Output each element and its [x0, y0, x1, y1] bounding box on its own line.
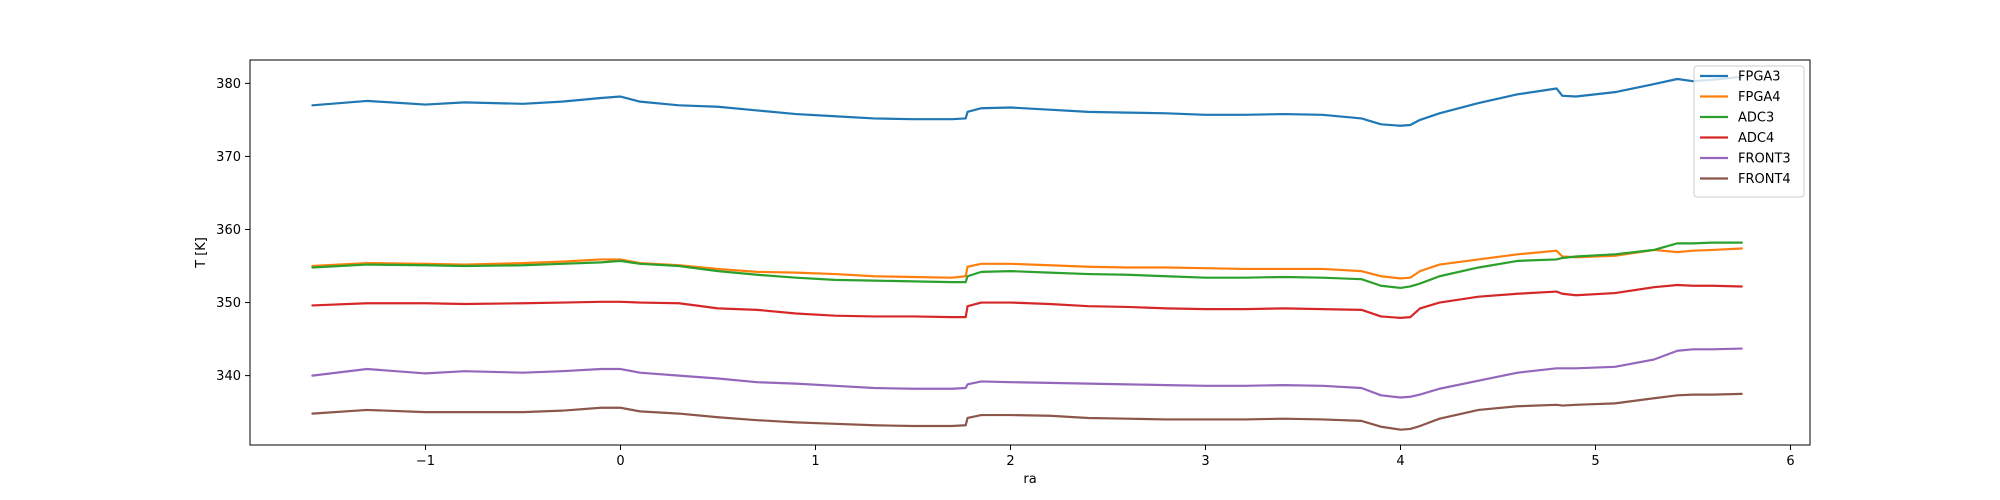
y-axis-label: T [K] — [194, 237, 209, 269]
y-tick-label: 380 — [216, 77, 241, 92]
series-line-front3 — [311, 347, 1743, 399]
legend-label-adc3: ADC3 — [1738, 111, 1774, 126]
series-line-adc3 — [311, 241, 1743, 290]
legend-label-front4: FRONT4 — [1738, 172, 1791, 187]
legend-label-front3: FRONT3 — [1738, 152, 1791, 167]
x-tick-label: 4 — [1396, 454, 1404, 469]
plot-area — [250, 60, 1810, 445]
legend-label-adc4: ADC4 — [1738, 131, 1774, 146]
axes-layer: −1 0 1 2 3 4 5 6 340 350 360 370 380 — [216, 59, 1811, 469]
plot-background — [250, 60, 1810, 445]
y-tick-label: 370 — [216, 150, 241, 165]
x-tick-label: 3 — [1201, 454, 1209, 469]
axes-frame — [249, 59, 1811, 446]
legend-label-fpga3: FPGA3 — [1738, 70, 1781, 85]
x-tick-label: 0 — [616, 454, 624, 469]
x-tick-label: 5 — [1591, 454, 1599, 469]
x-axis-label: ra — [1023, 472, 1036, 487]
series-line-adc4 — [311, 283, 1743, 319]
series-line-fpga3 — [311, 75, 1743, 127]
y-tick-label: 350 — [216, 296, 241, 311]
legend-label-fpga4: FPGA4 — [1738, 90, 1781, 105]
series-line-front4 — [311, 392, 1743, 431]
legend-box — [1693, 65, 1805, 198]
x-tick-label: 6 — [1786, 454, 1794, 469]
x-tick-label: 2 — [1006, 454, 1014, 469]
series-layer — [311, 75, 1743, 431]
x-tick-label: −1 — [416, 454, 435, 469]
legend: FPGA3 FPGA4 ADC3 ADC4 FRONT3 FRONT4 — [1693, 65, 1805, 198]
y-tick-label: 340 — [216, 369, 241, 384]
y-tick-label: 360 — [216, 223, 241, 238]
x-tick-label: 1 — [811, 454, 819, 469]
